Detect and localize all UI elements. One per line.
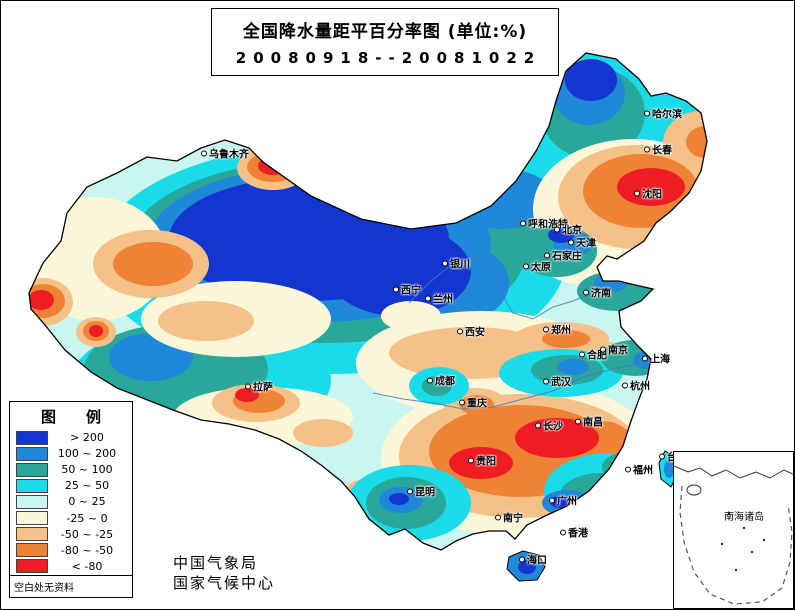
legend-items: > 200 100 ~ 200 50 ~ 100 25 ~ 50 0 ~ 25 … bbox=[10, 429, 132, 575]
legend-item: 25 ~ 50 bbox=[16, 478, 126, 493]
legend-item: -50 ~ -25 bbox=[16, 527, 126, 542]
island-dots bbox=[720, 512, 766, 572]
legend-item: -80 ~ -50 bbox=[16, 543, 126, 558]
legend-item: 100 ~ 200 bbox=[16, 446, 126, 461]
legend-item: 0 ~ 25 bbox=[16, 494, 126, 509]
legend-label: > 200 bbox=[70, 431, 104, 445]
legend-item: 50 ~ 100 bbox=[16, 462, 126, 477]
legend-swatch bbox=[16, 559, 48, 574]
legend-swatch bbox=[16, 462, 48, 477]
legend-item: < -80 bbox=[16, 559, 126, 574]
hainan-island bbox=[506, 550, 546, 582]
legend-item: > 200 bbox=[16, 430, 126, 445]
map-date-range: 20080918--20081022 bbox=[235, 49, 542, 67]
credits-center: 国家气候中心 bbox=[173, 574, 276, 592]
map-title: 全国降水量距平百分率图 (单位:%) bbox=[242, 22, 528, 42]
legend-swatch bbox=[16, 494, 48, 509]
legend-swatch bbox=[16, 446, 48, 461]
map-title-box: 全国降水量距平百分率图 (单位:%) 20080918--20081022 bbox=[211, 8, 559, 76]
credits-agency: 中国气象局 bbox=[173, 554, 259, 572]
legend-label: 100 ~ 200 bbox=[57, 447, 117, 461]
legend-label: -80 ~ -50 bbox=[60, 543, 114, 557]
inset-label: 南海诸岛 bbox=[724, 512, 764, 523]
south-china-sea-inset: 南海诸岛 bbox=[673, 451, 794, 609]
legend-swatch bbox=[16, 543, 48, 558]
credits: 中国气象局 国家气候中心 bbox=[173, 553, 275, 593]
legend-swatch bbox=[16, 430, 48, 445]
legend-swatch bbox=[16, 478, 48, 493]
inset-map bbox=[674, 465, 793, 605]
legend-swatch bbox=[16, 511, 48, 526]
legend-label: -50 ~ -25 bbox=[60, 527, 114, 541]
legend-title: 图 例 bbox=[40, 408, 101, 426]
rivers bbox=[372, 256, 654, 410]
legend-item: -25 ~ 0 bbox=[16, 511, 126, 526]
legend-label: 25 ~ 50 bbox=[64, 479, 110, 493]
legend-swatch bbox=[16, 527, 48, 542]
legend-label: 0 ~ 25 bbox=[68, 495, 106, 509]
legend-label: < -80 bbox=[71, 559, 103, 573]
legend-label: -25 ~ 0 bbox=[66, 511, 108, 525]
legend-label: 50 ~ 100 bbox=[61, 463, 113, 477]
china-outline bbox=[28, 52, 708, 551]
legend-footnote: 空白处无资料 bbox=[10, 575, 132, 597]
legend: 图 例 > 200 100 ~ 200 50 ~ 100 25 ~ 50 0 ~… bbox=[9, 401, 133, 598]
